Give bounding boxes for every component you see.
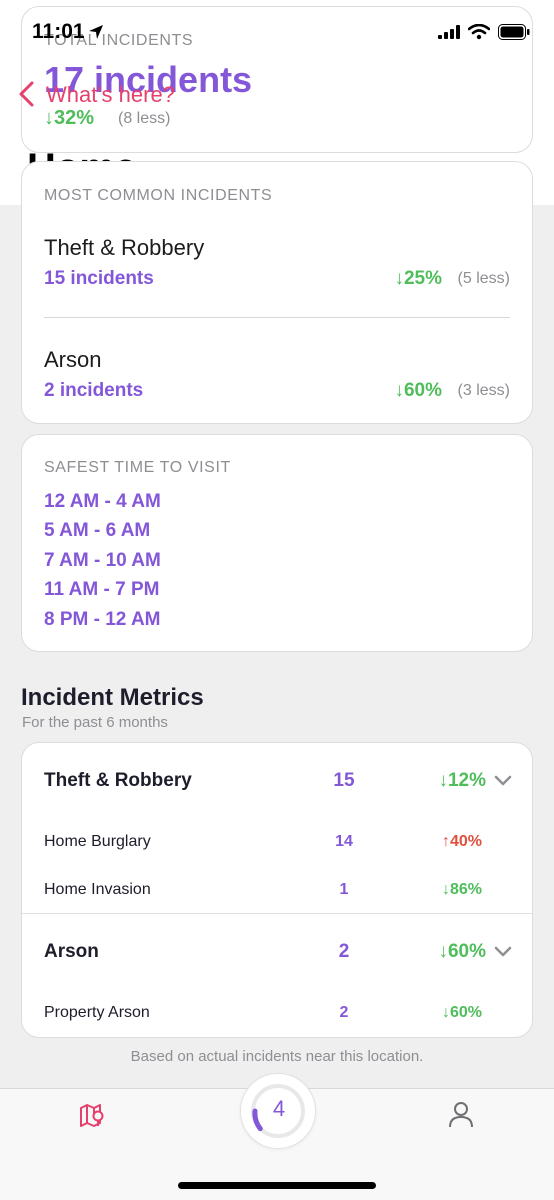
tab-bar: 4 (0, 1073, 554, 1200)
chevron-down-icon[interactable] (494, 946, 512, 958)
category-count: 15 (333, 770, 355, 791)
time-slot: 12 AM - 4 AM (44, 491, 161, 512)
time-slot: 8 PM - 12 AM (44, 609, 161, 630)
total-incidents-card: TOTAL INCIDENTS 17 incidents ↓32% (8 les… (21, 6, 533, 153)
common-item-change: ↓25% (394, 268, 442, 289)
metrics-card: Theft & Robbery 15 ↓12% Home Burglary 14… (21, 742, 533, 1038)
total-count: 17 incidents (44, 59, 253, 100)
subcategory-count: 1 (339, 881, 349, 898)
signal-icon (438, 25, 460, 39)
footnote: Based on actual incidents near this loca… (130, 1048, 424, 1065)
common-item-less: (5 less) (457, 270, 510, 287)
common-label: MOST COMMON INCIDENTS (44, 187, 273, 204)
category-name: Arson (44, 941, 99, 962)
metrics-title: Incident Metrics (21, 684, 204, 711)
total-less: (8 less) (118, 110, 171, 127)
profile-icon[interactable] (448, 1101, 474, 1129)
safest-time-card: SAFEST TIME TO VISIT 12 AM - 4 AM 5 AM -… (21, 434, 533, 652)
common-incidents-card: MOST COMMON INCIDENTS Theft & Robbery 15… (21, 161, 533, 424)
home-indicator (178, 1182, 376, 1189)
divider (44, 317, 510, 318)
common-item-count: 15 incidents (44, 268, 154, 289)
subcategory-name: Property Arson (44, 1004, 150, 1021)
common-item-change: ↓60% (394, 380, 442, 401)
progress-ring (251, 1084, 305, 1138)
divider (22, 913, 532, 914)
category-change: ↓60% (438, 941, 486, 962)
category-change: ↓12% (438, 770, 486, 791)
location-arrow-icon (89, 25, 103, 39)
common-item-less: (3 less) (457, 382, 510, 399)
subcategory-name: Home Burglary (44, 833, 151, 850)
battery-icon (498, 24, 530, 40)
incident-count-button[interactable]: 4 (240, 1073, 316, 1149)
common-item-name: Theft & Robbery (44, 235, 205, 260)
safest-label: SAFEST TIME TO VISIT (44, 459, 231, 476)
back-chevron-icon[interactable] (16, 80, 36, 108)
metrics-subtitle: For the past 6 months (22, 714, 168, 731)
subcategory-count: 2 (339, 1004, 349, 1021)
subcategory-count: 14 (335, 833, 353, 850)
subcategory-change: ↓60% (441, 1004, 482, 1021)
common-item-name: Arson (44, 347, 102, 372)
subcategory-name: Home Invasion (44, 881, 151, 898)
total-label: TOTAL INCIDENTS (44, 32, 194, 49)
incident-count: 4 (272, 1096, 286, 1121)
back-button[interactable]: What's here? (46, 82, 175, 107)
status-icons (438, 24, 530, 40)
time-slot: 5 AM - 6 AM (44, 520, 151, 541)
wifi-icon (468, 24, 490, 40)
time-slot: 11 AM - 7 PM (44, 579, 160, 600)
chevron-down-icon[interactable] (494, 775, 512, 787)
total-change: ↓32% (44, 107, 95, 129)
subcategory-change: ↑40% (441, 833, 482, 850)
time-slot: 7 AM - 10 AM (44, 550, 161, 571)
status-time: 11:01 (32, 20, 85, 43)
map-pin-icon[interactable] (78, 1101, 106, 1129)
category-count: 2 (338, 941, 350, 962)
common-item-count: 2 incidents (44, 380, 144, 401)
category-name: Theft & Robbery (44, 770, 192, 791)
subcategory-change: ↓86% (441, 881, 482, 898)
